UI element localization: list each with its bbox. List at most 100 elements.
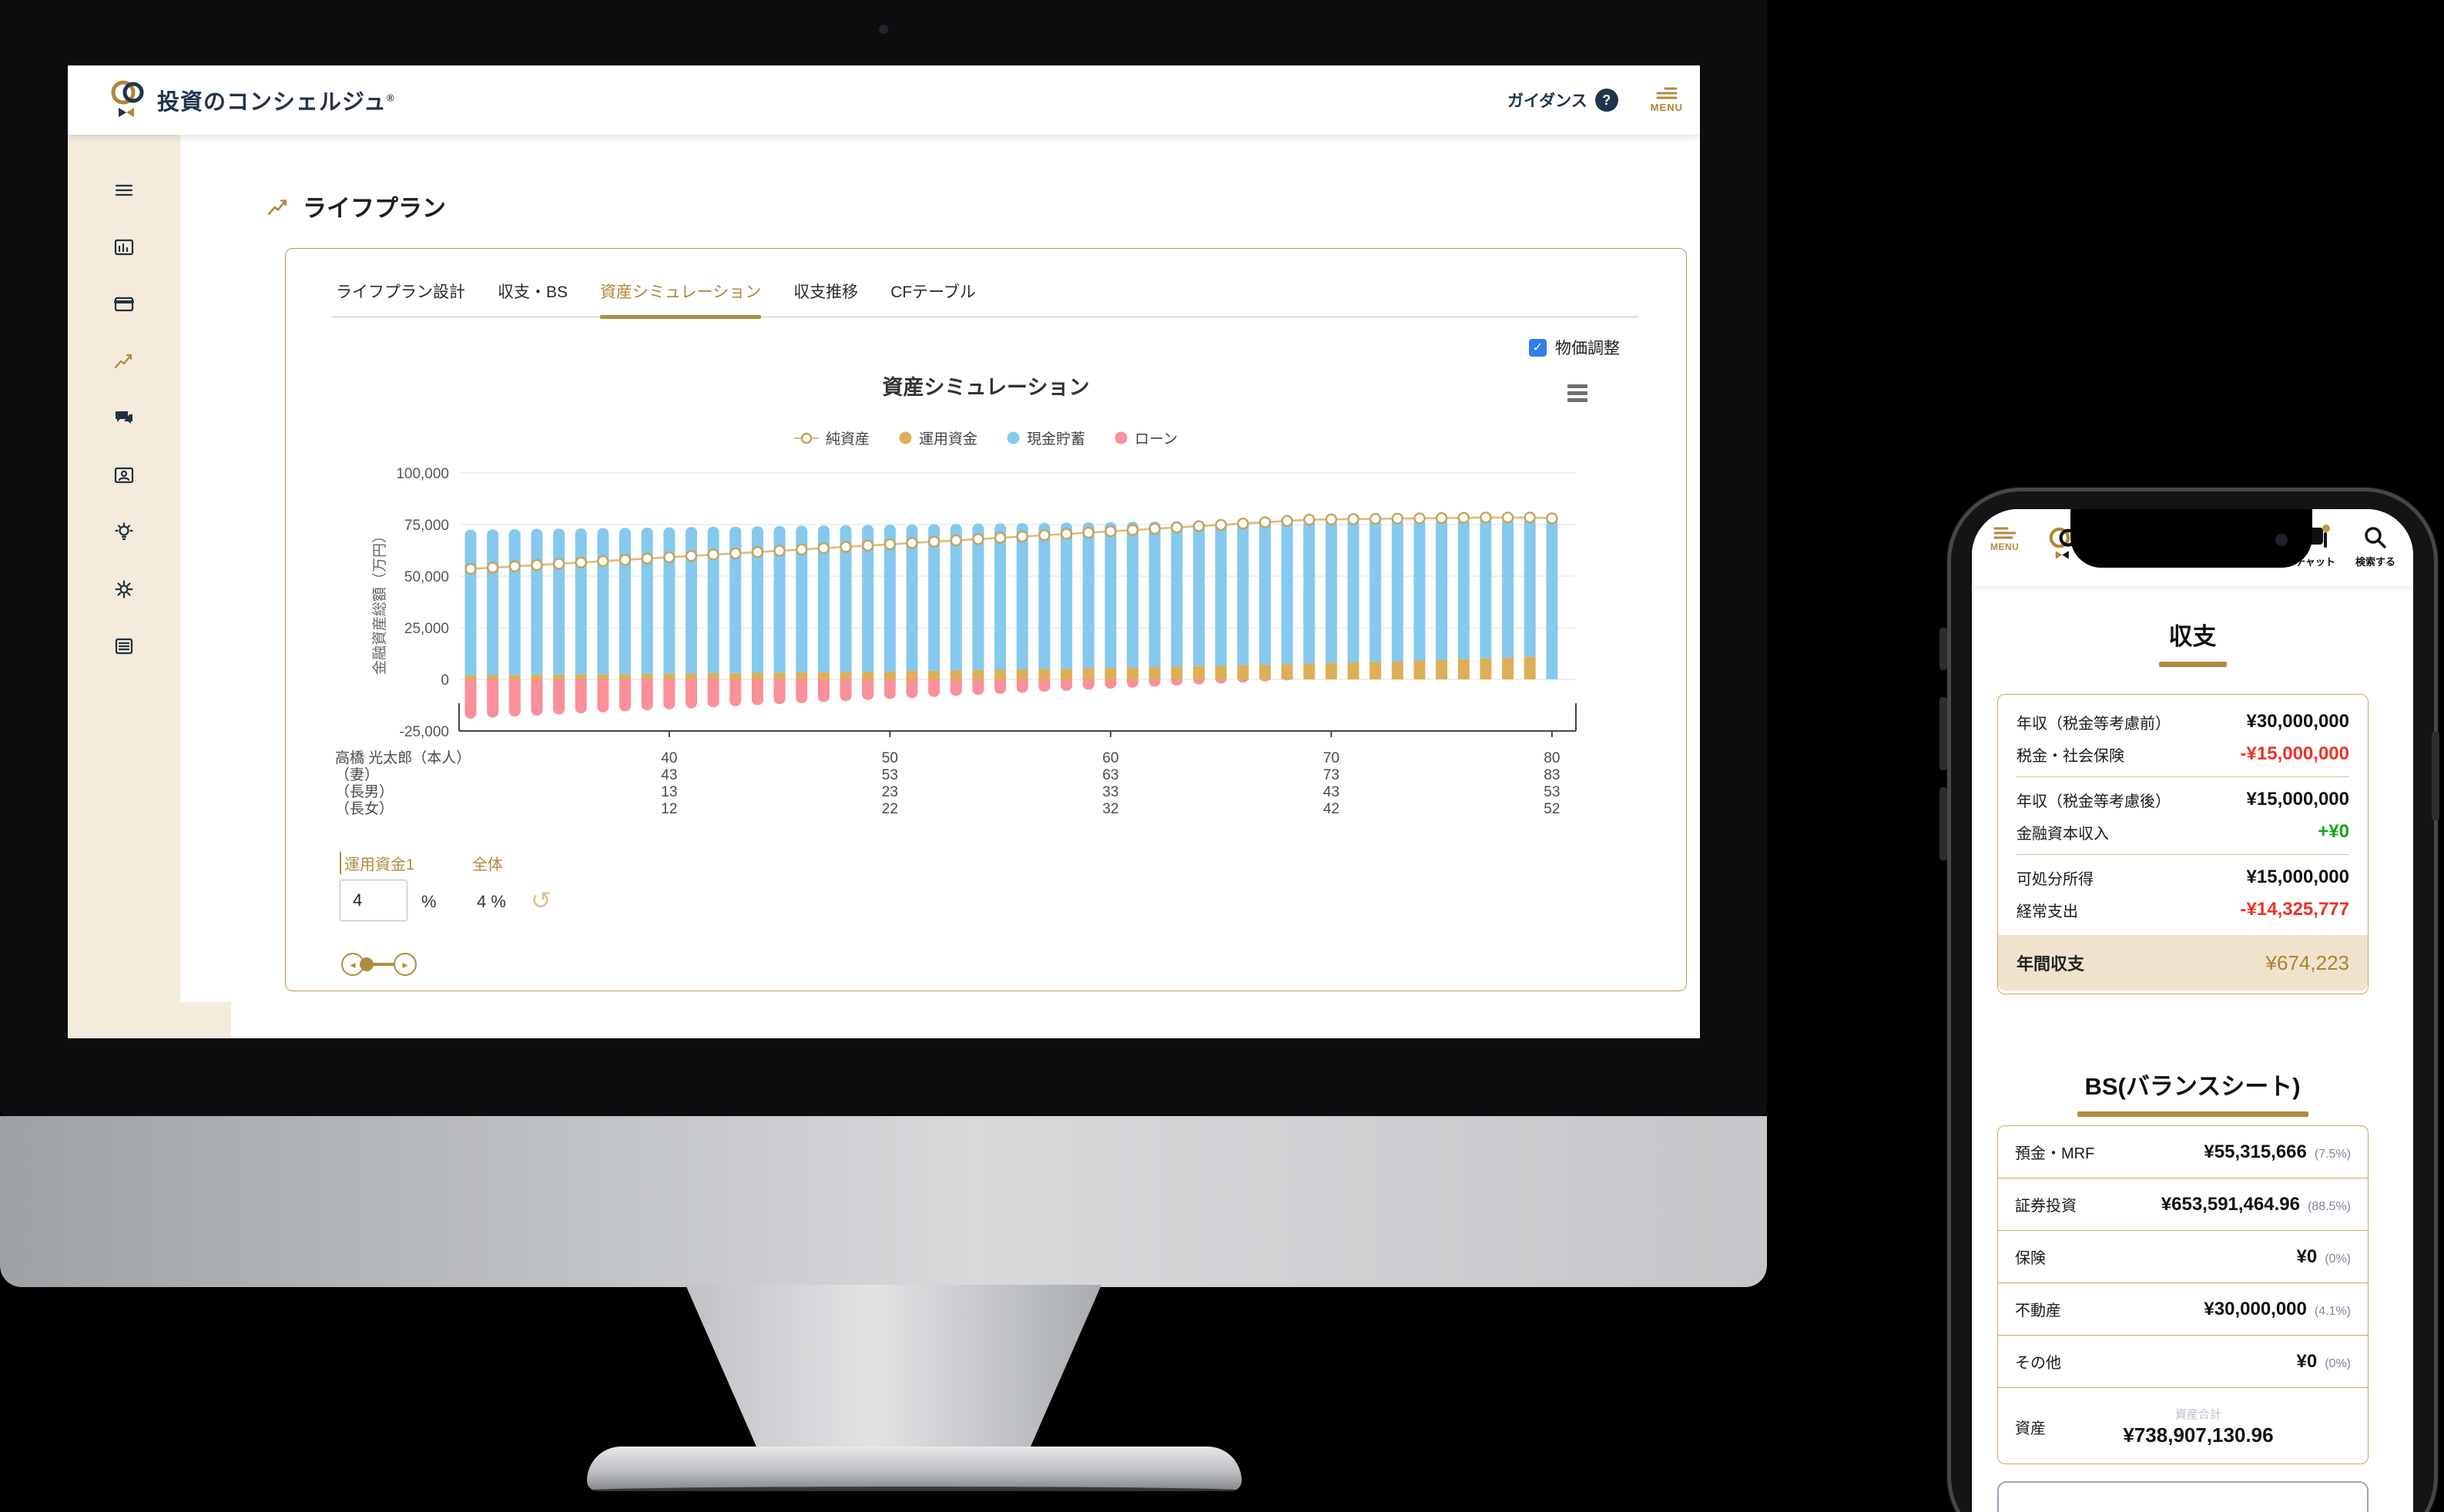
monitor-stand (686, 1285, 1101, 1456)
sidebar-item-chat-icon[interactable] (113, 407, 135, 429)
bs-row: 預金・MRF ¥55,315,666 (7.5%) (1998, 1126, 2368, 1178)
income-row: 年収（税金等考慮後） ¥15,000,000 (1998, 783, 2368, 816)
tab-資産シミュレーション[interactable]: 資産シミュレーション (600, 283, 762, 301)
row-value: ¥55,315,666 (2204, 1141, 2307, 1162)
row-label: 預金・MRF (2015, 1145, 2095, 1162)
help-icon[interactable]: ? (1594, 89, 1618, 112)
menu-label: MENU (1650, 102, 1683, 113)
sidebar-item-news-icon[interactable] (113, 635, 135, 657)
brand-name: 投資のコンシェルジュ® (157, 90, 395, 115)
svg-text:13: 13 (661, 784, 677, 800)
svg-text:12: 12 (661, 801, 677, 817)
bs-row: 不動産 ¥30,000,000 (4.1%) (1998, 1283, 2368, 1336)
tab-収支推移[interactable]: 収支推移 (793, 283, 859, 301)
undo-icon[interactable]: ↺ (531, 887, 551, 914)
bs-row: その他 ¥0 (0%) (1998, 1336, 2368, 1388)
svg-text:52: 52 (1544, 801, 1560, 817)
series-dot-icon (1115, 431, 1128, 444)
svg-text:（妻）: （妻） (335, 766, 379, 783)
fund-rate-slider[interactable]: ◂ ▸ (341, 950, 418, 980)
income-section-title: 収支 (2168, 623, 2217, 650)
svg-text:金融資産総額（万円）: 金融資産総額（万円） (371, 528, 388, 675)
row-divider (2017, 776, 2349, 777)
legend-item-純資産[interactable]: 純資産 (793, 427, 870, 448)
search-icon (2365, 527, 2386, 548)
svg-text:53: 53 (882, 767, 898, 783)
row-value: ¥0 (2296, 1245, 2318, 1267)
phone-menu-button[interactable]: MENU (1990, 526, 2019, 552)
sidebar-item-menu-icon[interactable] (113, 179, 135, 201)
income-summary-card: 年収（税金等考慮前） ¥30,000,000 税金・社会保険 -¥15,000,000… (1997, 694, 2369, 994)
row-label: 保険 (2015, 1250, 2046, 1267)
row-value: -¥14,325,777 (2240, 899, 2349, 920)
overall-label: 全体 (472, 857, 503, 873)
tab-収支・BS[interactable]: 収支・BS (498, 283, 568, 301)
monitor-base-shadow (587, 1487, 1242, 1494)
svg-text:23: 23 (882, 784, 898, 800)
chart-legend: 純資産 運用資金 現金貯蓄 ローン (286, 427, 1686, 448)
sidebar-item-contact-icon[interactable] (113, 464, 135, 486)
row-percent: (0%) (2325, 1252, 2351, 1266)
row-value: ¥15,000,000 (2246, 867, 2349, 887)
tab-active-indicator (600, 315, 761, 319)
sidebar-item-gear-icon[interactable] (113, 578, 135, 600)
chat-icon (116, 411, 132, 424)
svg-text:（長女）: （長女） (335, 800, 394, 817)
row-divider (2017, 854, 2349, 855)
chart-title: 資産シミュレーション (882, 376, 1090, 399)
percent-sign: % (421, 892, 437, 911)
net-line-marker-icon (793, 432, 819, 444)
guidance-button[interactable]: ガイダンス ? (1507, 89, 1618, 112)
legend-item-運用資金[interactable]: 運用資金 (899, 427, 977, 448)
series-dot-icon (899, 431, 912, 444)
legend-label: 運用資金 (918, 431, 977, 448)
row-percent: (88.5%) (2307, 1199, 2351, 1213)
svg-text:33: 33 (1102, 784, 1118, 800)
annual-balance-row: 年間収支 ¥674,223 (1998, 935, 2368, 991)
chart-menu-icon[interactable] (1567, 384, 1587, 402)
tab-ライフプラン設計[interactable]: ライフプラン設計 (336, 283, 465, 301)
menu-icon (1656, 87, 1678, 99)
row-label: 経常支出 (2017, 903, 2078, 920)
svg-text:高橋 光太郎（本人）: 高橋 光太郎（本人） (335, 749, 471, 766)
section-underline (2158, 662, 2227, 667)
svg-text:0: 0 (441, 672, 449, 689)
balance-sheet-card: 預金・MRF ¥55,315,666 (7.5%) 証券投資 ¥653,591,464.… (1997, 1125, 2369, 1464)
phone-menu-label: MENU (1990, 541, 2020, 552)
fund-rate-input[interactable] (340, 880, 407, 921)
brand[interactable]: 投資のコンシェルジュ® (108, 79, 395, 122)
svg-text:53: 53 (1544, 784, 1560, 800)
checkbox-checked-icon[interactable]: ✓ (1529, 338, 1547, 357)
slider-track[interactable] (363, 963, 398, 966)
legend-item-現金貯蓄[interactable]: 現金貯蓄 (1007, 427, 1085, 448)
sidebar-item-bulb-icon[interactable] (113, 521, 135, 543)
asset-chart-svg: 100,000 75,000 50,000 25,000 0 -25,000 金融資産総額（… (335, 466, 1577, 817)
gear-icon (115, 580, 133, 598)
price-adjust-toggle[interactable]: ✓ 物価調整 (1529, 336, 1620, 359)
slider-handle[interactable] (360, 957, 374, 971)
fund-rate-label: 運用資金1 (340, 852, 414, 874)
row-label: その他 (2015, 1355, 2061, 1372)
row-percent: (4.1%) (2314, 1304, 2351, 1318)
sidebar-item-line-chart-icon[interactable] (113, 350, 135, 372)
monitor-base (587, 1447, 1242, 1491)
bs-total-row: 資産 資産合計 ¥738,907,130.96 (1998, 1388, 2368, 1465)
row-value: -¥15,000,000 (2240, 743, 2349, 764)
row-value: +¥0 (2318, 821, 2349, 842)
desktop-menu-button[interactable]: MENU (1651, 87, 1683, 113)
lifeplan-card: ライフプラン設計 収支・BS 資産シミュレーション 収支推移 CFテーブル ✓ 物価調整… (285, 248, 1687, 991)
sidebar-item-bar-chart-icon[interactable] (113, 236, 135, 258)
overall-rate-value: 4 % (477, 892, 506, 911)
slider-increment-button[interactable]: ▸ (394, 953, 417, 976)
row-value: ¥674,223 (2265, 950, 2349, 974)
app-window: 投資のコンシェルジュ® ガイダンス ? MENU ライ (68, 65, 1700, 1038)
tab-CFテーブル[interactable]: CFテーブル (890, 283, 976, 301)
income-row: 金融資本収入 +¥0 (1998, 816, 2368, 848)
legend-item-ローン[interactable]: ローン (1115, 427, 1178, 448)
bulb-icon (115, 522, 133, 541)
menu-icon (1993, 527, 2017, 539)
line-chart-icon (267, 199, 287, 215)
phone-search-button[interactable]: 検索する (2355, 525, 2395, 568)
sidebar-item-card-icon[interactable] (113, 293, 135, 315)
